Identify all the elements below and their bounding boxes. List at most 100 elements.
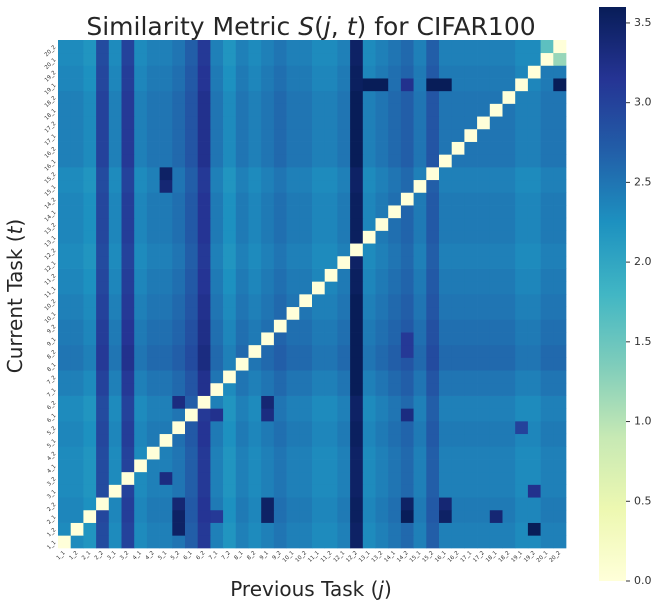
heatmap-cell: [108, 395, 122, 409]
heatmap-cell: [350, 154, 364, 168]
heatmap-cell: [235, 52, 249, 66]
heatmap-cell: [489, 141, 503, 155]
heatmap-cell: [324, 205, 338, 219]
heatmap-cell: [362, 179, 376, 193]
heatmap-cell: [337, 205, 351, 219]
heatmap-cell: [388, 471, 402, 485]
heatmap-cell: [197, 459, 211, 473]
heatmap-cell: [388, 382, 402, 396]
heatmap-cell: [235, 205, 249, 219]
heatmap-cell: [400, 192, 414, 206]
heatmap-cell: [337, 535, 351, 549]
heatmap-cell: [489, 78, 503, 92]
heatmap-cell: [527, 90, 541, 104]
x-tick-label: 10_2: [295, 550, 309, 564]
heatmap-cell: [451, 535, 465, 549]
heatmap-cell: [350, 446, 364, 460]
heatmap-cell: [400, 40, 414, 54]
heatmap-cell: [286, 395, 300, 409]
heatmap-cell: [464, 78, 478, 92]
heatmap-cell: [248, 395, 262, 409]
heatmap-cell: [553, 382, 567, 396]
heatmap-cell: [477, 154, 491, 168]
colorbar-tick-label: 2.0: [634, 255, 652, 268]
heatmap-cell: [197, 40, 211, 54]
heatmap-cell: [58, 128, 72, 142]
heatmap-cell: [286, 243, 300, 257]
heatmap-cell: [324, 192, 338, 206]
heatmap-cell: [502, 268, 516, 282]
heatmap-cell: [185, 459, 199, 473]
x-tick-label: 16_1: [434, 550, 448, 564]
heatmap-cell: [439, 294, 453, 308]
heatmap-cell: [58, 167, 72, 181]
heatmap-cell: [426, 357, 440, 371]
heatmap-cell: [337, 471, 351, 485]
x-tick-label: 1_1: [56, 550, 67, 561]
heatmap-cell: [489, 344, 503, 358]
heatmap-cell: [273, 522, 287, 536]
heatmap-cell: [439, 65, 453, 79]
heatmap-cell: [324, 522, 338, 536]
x-tick-label: 17_2: [472, 550, 486, 564]
heatmap-cell: [248, 52, 262, 66]
heatmap-cell: [223, 497, 237, 511]
heatmap-cell: [248, 421, 262, 435]
heatmap-cell: [324, 52, 338, 66]
heatmap-cell: [464, 408, 478, 422]
heatmap-cell: [83, 78, 97, 92]
heatmap-cell: [489, 255, 503, 269]
heatmap-cell: [108, 154, 122, 168]
heatmap-cell: [439, 497, 453, 511]
heatmap-cell: [146, 90, 160, 104]
heatmap-cell: [464, 471, 478, 485]
heatmap-cell: [312, 255, 326, 269]
heatmap-cell: [108, 433, 122, 447]
heatmap-cell: [362, 509, 376, 523]
heatmap-cell: [400, 344, 414, 358]
heatmap-cell: [350, 205, 364, 219]
heatmap-cell: [185, 484, 199, 498]
heatmap-cell: [324, 357, 338, 371]
heatmap-cell: [210, 205, 224, 219]
heatmap-cell: [489, 446, 503, 460]
heatmap-cell: [426, 497, 440, 511]
heatmap-cell: [210, 446, 224, 460]
heatmap-cell: [451, 421, 465, 435]
heatmap-cell: [299, 103, 313, 117]
heatmap-cell: [273, 230, 287, 244]
heatmap-cell: [286, 332, 300, 346]
heatmap-cell: [286, 497, 300, 511]
heatmap-cell: [464, 459, 478, 473]
heatmap-cell: [337, 217, 351, 231]
heatmap-cell: [362, 167, 376, 181]
heatmap-cell: [388, 255, 402, 269]
heatmap-cell: [108, 78, 122, 92]
heatmap-cell: [210, 128, 224, 142]
heatmap-cell: [515, 65, 529, 79]
heatmap-cell: [312, 167, 326, 181]
heatmap-cell: [96, 90, 110, 104]
heatmap-cell: [96, 78, 110, 92]
heatmap-cell: [451, 78, 465, 92]
heatmap-cell: [464, 332, 478, 346]
heatmap-cell: [400, 306, 414, 320]
heatmap-cell: [58, 154, 72, 168]
heatmap-cell: [235, 357, 249, 371]
heatmap-cell: [286, 128, 300, 142]
heatmap-cell: [515, 471, 529, 485]
heatmap-cell: [553, 167, 567, 181]
x-tick-label: 14_2: [396, 550, 410, 564]
heatmap-cell: [350, 408, 364, 422]
heatmap-cell: [248, 382, 262, 396]
heatmap-cell: [299, 179, 313, 193]
heatmap-cell: [451, 433, 465, 447]
heatmap-cell: [210, 459, 224, 473]
heatmap-cell: [350, 433, 364, 447]
heatmap-cell: [210, 332, 224, 346]
heatmap-cell: [324, 319, 338, 333]
heatmap-cell: [362, 205, 376, 219]
heatmap-cell: [426, 230, 440, 244]
heatmap-cell: [324, 332, 338, 346]
heatmap-cell: [134, 421, 148, 435]
